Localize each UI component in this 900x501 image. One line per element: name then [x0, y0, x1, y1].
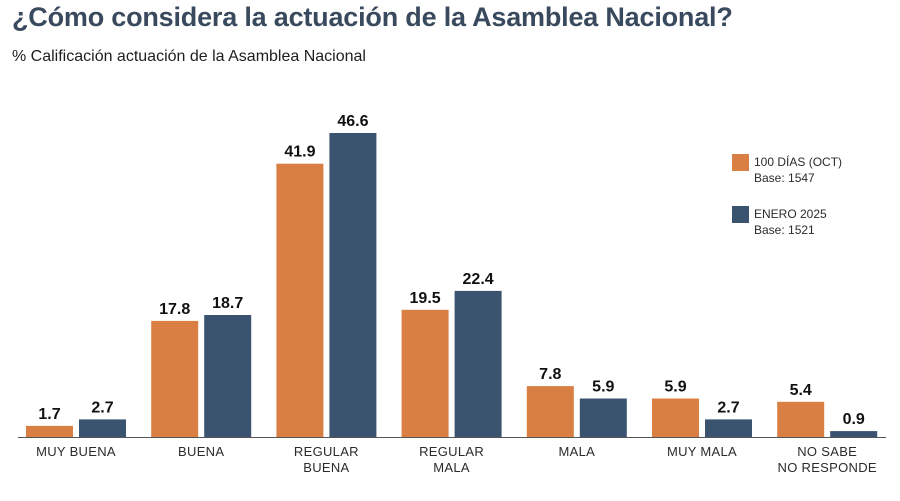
data-label-1-4: 7.8: [539, 366, 561, 383]
bar-1-1: [151, 320, 199, 437]
chart-subtitle: % Calificación actuación de la Asamblea …: [12, 48, 366, 65]
data-label-1-0: 1.7: [38, 406, 60, 423]
bar-2-5: [705, 419, 752, 437]
bar-2-3: [454, 290, 502, 437]
data-label-1-3: 19.5: [410, 290, 441, 307]
data-label-1-5: 5.9: [664, 379, 686, 396]
data-label-2-0: 2.7: [91, 399, 113, 416]
data-label-1-6: 5.4: [790, 382, 812, 399]
bar-1-6: [777, 401, 825, 437]
category-label-6: NO SABE NO RESPONDE: [762, 444, 892, 476]
category-label-3-line-0: REGULAR: [419, 444, 485, 459]
data-label-2-6: 0.9: [843, 411, 865, 428]
bar-1-2: [276, 163, 324, 437]
category-label-1: BUENA: [136, 444, 266, 460]
bar-2-4: [579, 398, 627, 437]
bar-2-0: [79, 419, 126, 437]
category-label-2-line-0: REGULAR: [293, 444, 359, 459]
legend-swatch-2: [732, 206, 749, 223]
category-label-0: MUY BUENA: [11, 444, 141, 460]
bar-1-4: [526, 386, 574, 437]
bar-1-3: [401, 309, 449, 437]
bar-1-0: [26, 425, 73, 437]
category-label-4: MALA: [512, 444, 642, 460]
legend-swatch-1: [732, 154, 749, 171]
data-label-2-5: 2.7: [717, 399, 739, 416]
category-label-5-line-0: MUY MALA: [666, 444, 738, 459]
legend-series-1-base: Base: 1547: [754, 171, 815, 185]
bar-2-1: [204, 315, 252, 437]
data-label-2-2: 46.6: [337, 113, 368, 130]
category-label-3-line-1: MALA: [433, 460, 470, 475]
bar-2-6: [830, 431, 878, 437]
category-label-2-line-1: BUENA: [303, 460, 350, 475]
category-label-3: REGULAR MALA: [387, 444, 517, 476]
bar-2-2: [329, 133, 377, 437]
category-label-0-line-0: MUY BUENA: [36, 444, 116, 459]
data-label-2-4: 5.9: [592, 379, 614, 396]
chart-title: ¿Cómo considera la actuación de la Asamb…: [12, 2, 733, 32]
category-label-2: REGULAR BUENA: [261, 444, 391, 476]
data-label-2-1: 18.7: [212, 295, 243, 312]
category-label-6-line-1: NO RESPONDE: [777, 460, 877, 475]
category-label-6-line-0: NO SABE: [797, 444, 858, 459]
category-label-4-line-0: MALA: [558, 444, 596, 459]
category-label-1-line-0: BUENA: [178, 444, 225, 459]
legend-series-1-name: 100 DÍAS (OCT): [754, 155, 843, 169]
category-label-5: MUY MALA: [637, 444, 767, 460]
legend-series-2-name: ENERO 2025: [754, 207, 827, 221]
bar-1-5: [652, 398, 699, 437]
data-label-1-1: 17.8: [159, 301, 190, 318]
data-label-2-3: 22.4: [463, 271, 494, 288]
data-label-1-2: 41.9: [284, 144, 315, 161]
legend-series-2-base: Base: 1521: [754, 223, 815, 237]
